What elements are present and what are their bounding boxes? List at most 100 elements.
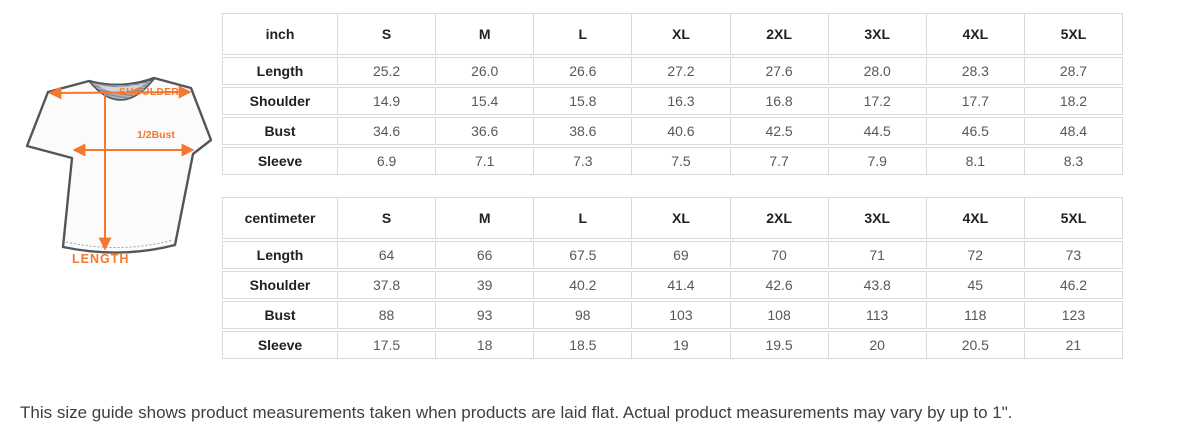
measurement-value-cell: 37.8	[338, 271, 437, 299]
measurement-value-cell: 123	[1024, 301, 1123, 329]
measurement-value-cell: 38.6	[534, 117, 633, 145]
size-guide-footnote: This size guide shows product measuremen…	[20, 403, 1013, 422]
tshirt-body	[25, 76, 213, 254]
size-column-header: 4XL	[926, 13, 1025, 55]
measurement-value-cell: 19.5	[730, 331, 829, 359]
measurement-value-cell: 27.6	[730, 57, 829, 85]
measurement-value-cell: 20.5	[926, 331, 1025, 359]
hem-stitch-line	[65, 239, 174, 249]
measurement-value-cell: 108	[730, 301, 829, 329]
table-row: Length 64 66 67.5 69 70 71 72 73	[222, 241, 1123, 269]
measurement-value-cell: 40.6	[632, 117, 731, 145]
measurement-value-cell: 88	[338, 301, 437, 329]
size-column-header: S	[338, 197, 437, 239]
measurement-value-cell: 17.5	[338, 331, 437, 359]
size-column-header: XL	[632, 197, 731, 239]
table-row: Sleeve 6.9 7.1 7.3 7.5 7.7 7.9 8.1 8.3	[222, 147, 1123, 175]
measurement-value-cell: 34.6	[338, 117, 437, 145]
measurement-value-cell: 8.1	[926, 147, 1025, 175]
measurement-row-label: Length	[222, 57, 338, 85]
measurement-row-label: Sleeve	[222, 331, 338, 359]
table-row: Sleeve 17.5 18 18.5 19 19.5 20 20.5 21	[222, 331, 1123, 359]
measurement-row-label: Shoulder	[222, 271, 338, 299]
shoulder-measure-arrow	[48, 85, 192, 100]
measurement-value-cell: 7.9	[828, 147, 927, 175]
size-column-header: 4XL	[926, 197, 1025, 239]
size-column-header: L	[534, 13, 633, 55]
measurement-value-cell: 17.7	[926, 87, 1025, 115]
measurement-value-cell: 27.2	[632, 57, 731, 85]
size-tables: inch S M L XL 2XL 3XL 4XL 5XL Length 25.2 26.0 26.6 2…	[222, 11, 1123, 361]
measurement-row-label: Length	[222, 241, 338, 269]
size-column-header: S	[338, 13, 437, 55]
measurement-value-cell: 15.8	[534, 87, 633, 115]
half-bust-label: 1/2Bust	[137, 129, 175, 141]
measurement-value-cell: 93	[436, 301, 535, 329]
measurement-value-cell: 41.4	[632, 271, 731, 299]
measurement-value-cell: 98	[534, 301, 633, 329]
size-column-header: 2XL	[730, 13, 829, 55]
measurement-value-cell: 67.5	[534, 241, 633, 269]
tshirt-diagram: SHOULDER 1/2Bust LENGTH	[15, 68, 225, 283]
measurement-value-cell: 46.5	[926, 117, 1025, 145]
measurement-value-cell: 28.7	[1024, 57, 1123, 85]
measurement-value-cell: 18.2	[1024, 87, 1123, 115]
measurement-value-cell: 18.5	[534, 331, 633, 359]
measurement-value-cell: 19	[632, 331, 731, 359]
length-label: LENGTH	[72, 252, 130, 266]
table-row: Bust 34.6 36.6 38.6 40.6 42.5 44.5 46.5 48.4	[222, 117, 1123, 145]
measurement-value-cell: 26.0	[436, 57, 535, 85]
measurement-value-cell: 39	[436, 271, 535, 299]
measurement-value-cell: 20	[828, 331, 927, 359]
measurement-value-cell: 46.2	[1024, 271, 1123, 299]
tshirt-illustration	[25, 76, 213, 254]
measurement-value-cell: 40.2	[534, 271, 633, 299]
measurement-value-cell: 16.3	[632, 87, 731, 115]
measurement-row-label: Sleeve	[222, 147, 338, 175]
measurement-row-label: Shoulder	[222, 87, 338, 115]
size-column-header: 3XL	[828, 197, 927, 239]
measurement-value-cell: 7.5	[632, 147, 731, 175]
measurement-value-cell: 6.9	[338, 147, 437, 175]
size-column-header: M	[436, 13, 535, 55]
measurement-value-cell: 71	[828, 241, 927, 269]
size-column-header: 5XL	[1024, 13, 1123, 55]
measurement-value-cell: 48.4	[1024, 117, 1123, 145]
table-row: Shoulder 37.8 39 40.2 41.4 42.6 43.8 45 46.2	[222, 271, 1123, 299]
measurement-value-cell: 44.5	[828, 117, 927, 145]
measurement-value-cell: 7.7	[730, 147, 829, 175]
measurement-value-cell: 7.1	[436, 147, 535, 175]
measurement-value-cell: 8.3	[1024, 147, 1123, 175]
measurement-value-cell: 43.8	[828, 271, 927, 299]
table-row: Shoulder 14.9 15.4 15.8 16.3 16.8 17.2 17.7 18.2	[222, 87, 1123, 115]
measurement-value-cell: 26.6	[534, 57, 633, 85]
size-column-header: 3XL	[828, 13, 927, 55]
size-column-header: M	[436, 197, 535, 239]
size-column-header: L	[534, 197, 633, 239]
measurement-value-cell: 45	[926, 271, 1025, 299]
shoulder-label: SHOULDER	[119, 87, 180, 98]
measurement-value-cell: 21	[1024, 331, 1123, 359]
size-column-header: 5XL	[1024, 197, 1123, 239]
measurement-value-cell: 69	[632, 241, 731, 269]
measurement-value-cell: 64	[338, 241, 437, 269]
measurement-value-cell: 14.9	[338, 87, 437, 115]
measurement-value-cell: 17.2	[828, 87, 927, 115]
measurement-value-cell: 113	[828, 301, 927, 329]
unit-header: inch	[222, 13, 338, 55]
measurement-value-cell: 103	[632, 301, 731, 329]
measurement-value-cell: 70	[730, 241, 829, 269]
measurement-value-cell: 18	[436, 331, 535, 359]
inch-size-table: inch S M L XL 2XL 3XL 4XL 5XL Length 25.2 26.0 26.6 2…	[222, 11, 1123, 177]
measurement-value-cell: 118	[926, 301, 1025, 329]
centimeter-size-table: centimeter S M L XL 2XL 3XL 4XL 5XL Length 64 66 67.…	[222, 195, 1123, 361]
measurement-value-cell: 66	[436, 241, 535, 269]
measurement-value-cell: 42.5	[730, 117, 829, 145]
unit-header: centimeter	[222, 197, 338, 239]
table-row: Length 25.2 26.0 26.6 27.2 27.6 28.0 28.3 28.7	[222, 57, 1123, 85]
measurement-value-cell: 28.3	[926, 57, 1025, 85]
measurement-row-label: Bust	[222, 301, 338, 329]
measurement-value-cell: 73	[1024, 241, 1123, 269]
measurement-value-cell: 72	[926, 241, 1025, 269]
size-column-header: XL	[632, 13, 731, 55]
